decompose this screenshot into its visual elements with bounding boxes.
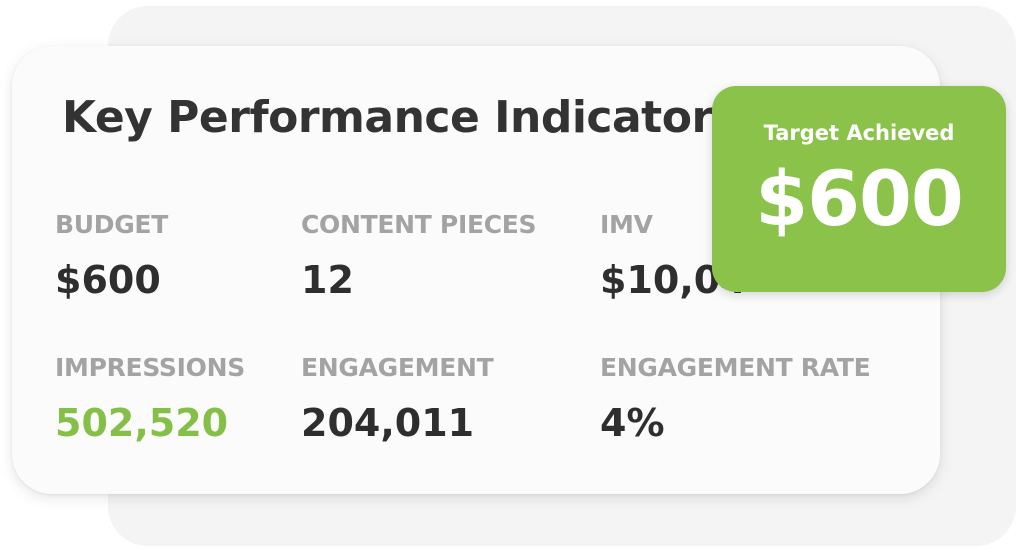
kpi-label: CONTENT PIECES [301, 210, 537, 239]
kpi-value: 204,011 [301, 401, 475, 445]
kpi-value: 12 [301, 258, 354, 302]
kpi-impressions: IMPRESSIONS 502,520 [55, 353, 245, 445]
kpi-engagement-rate: ENGAGEMENT RATE 4% [600, 353, 871, 445]
target-achieved-badge: Target Achieved $600 [712, 86, 1006, 292]
kpi-content-pieces: CONTENT PIECES 12 [301, 210, 537, 302]
kpi-label: BUDGET [55, 210, 168, 239]
kpi-label: ENGAGEMENT [301, 353, 494, 382]
kpi-label: ENGAGEMENT RATE [600, 353, 871, 382]
kpi-label: IMV [600, 210, 653, 239]
target-label: Target Achieved [763, 121, 955, 145]
target-value: $600 [755, 154, 964, 243]
kpi-value: 4% [600, 401, 665, 445]
kpi-title: Key Performance Indicators [62, 92, 739, 143]
kpi-value: 502,520 [55, 401, 229, 445]
kpi-label: IMPRESSIONS [55, 353, 245, 382]
kpi-value: $600 [55, 258, 161, 302]
kpi-engagement: ENGAGEMENT 204,011 [301, 353, 494, 445]
kpi-budget: BUDGET $600 [55, 210, 168, 302]
